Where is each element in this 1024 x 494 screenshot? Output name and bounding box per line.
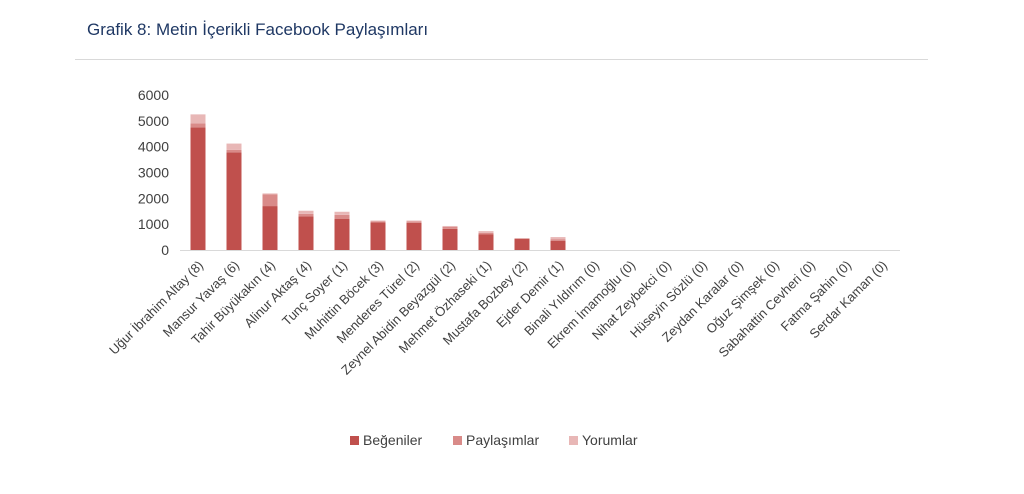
bar-segment [226,143,242,150]
bar-segment [262,194,278,207]
bar-segment [334,211,350,215]
bar-segment [406,220,422,222]
bar-segment [334,219,350,250]
figure-caption: Grafik 8: Metin İçerikli Facebook Paylaş… [87,20,429,39]
bar-segment [370,220,386,222]
bar-segment [226,149,242,153]
legend-swatch [350,436,359,445]
y-tick-label: 6000 [138,87,169,103]
y-tick-label: 1000 [138,216,169,232]
bar-segment [190,123,206,128]
bar-segment [190,127,206,250]
legend-label: Yorumlar [582,432,638,448]
legend-swatch [453,436,462,445]
bar-segment [478,234,494,250]
bar-segment [298,213,314,217]
bar-segment [190,114,206,124]
y-tick-label: 3000 [138,165,169,181]
bar-segment [550,239,566,241]
bar-segment [370,222,386,250]
bar-segment [406,221,422,223]
y-tick-label: 5000 [138,113,169,129]
bar-segment [550,237,566,240]
bar-segment [262,193,278,195]
bar-segment [550,240,566,250]
bar-segment [370,221,386,223]
bar-segment [514,238,530,250]
bar-segment [226,152,242,250]
legend-label: Beğeniler [363,432,422,448]
legend-swatch [569,436,578,445]
bar-groups [190,114,566,250]
legend: Beğeniler Paylaşımlar Yorumlar [350,432,638,448]
bar-segment [298,210,314,214]
bar-segment [442,228,458,250]
bar-segment [478,232,494,235]
bar-segment [406,222,422,250]
caption-divider [75,59,928,60]
x-axis-tick-labels: Uğur İbrahim Altay (8)Mansur Yavaş (6)Ta… [106,258,890,378]
legend-label: Paylaşımlar [466,432,539,448]
y-tick-label: 2000 [138,190,169,206]
bar-segment [442,225,458,227]
bar-segment [298,216,314,250]
bar-segment [442,226,458,229]
y-tick-label: 4000 [138,139,169,155]
y-axis-tick-labels: 0 1000 2000 3000 4000 5000 6000 [138,87,169,258]
bar-segment [262,206,278,250]
bar-segment [334,214,350,219]
bar-segment [478,231,494,233]
y-tick-label: 0 [161,242,169,258]
